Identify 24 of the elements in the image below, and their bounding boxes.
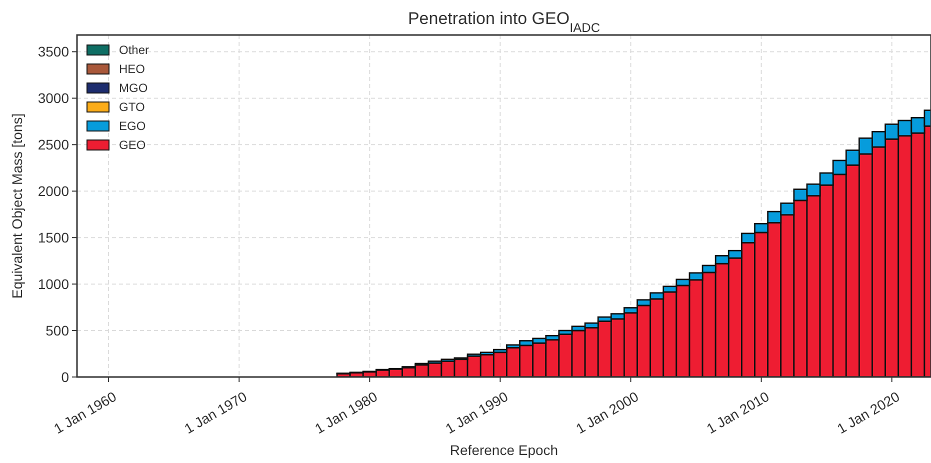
x-tick-label: 1 Jan 2010 bbox=[704, 388, 772, 437]
legend-label: HEO bbox=[119, 62, 146, 76]
legend-label: GTO bbox=[119, 100, 145, 114]
x-tick-label: 1 Jan 1990 bbox=[442, 388, 511, 437]
x-axis-title: Reference Epoch bbox=[450, 442, 558, 458]
y-tick-label: 2500 bbox=[38, 136, 70, 153]
y-tick-label: 3500 bbox=[38, 44, 70, 60]
y-tick-label: 500 bbox=[46, 322, 70, 338]
y-axis-title: Equivalent Object Mass [tons] bbox=[9, 113, 25, 299]
chart-title: Penetration into GEO$_{IADC}$ bbox=[408, 9, 600, 34]
legend-label: Other bbox=[119, 43, 150, 57]
x-tick-label: 1 Jan 1970 bbox=[182, 388, 250, 437]
x-tick-label: 1 Jan 2020 bbox=[834, 388, 902, 437]
y-tick-label: 0 bbox=[61, 368, 70, 385]
y-tick-label: 1000 bbox=[38, 276, 70, 292]
y-tick-label: 1500 bbox=[38, 230, 70, 246]
y-tick-label: 3000 bbox=[38, 90, 70, 106]
x-tick-label: 1 Jan 1960 bbox=[50, 388, 120, 437]
x-tick-label: 1 Jan 2000 bbox=[573, 388, 642, 437]
x-tick-label: 1 Jan 1980 bbox=[312, 388, 380, 437]
y-tick-label: 2000 bbox=[38, 183, 70, 200]
legend-label: EGO bbox=[119, 119, 146, 133]
legend-label: MGO bbox=[119, 81, 148, 95]
legend-label: GEO bbox=[119, 138, 146, 152]
